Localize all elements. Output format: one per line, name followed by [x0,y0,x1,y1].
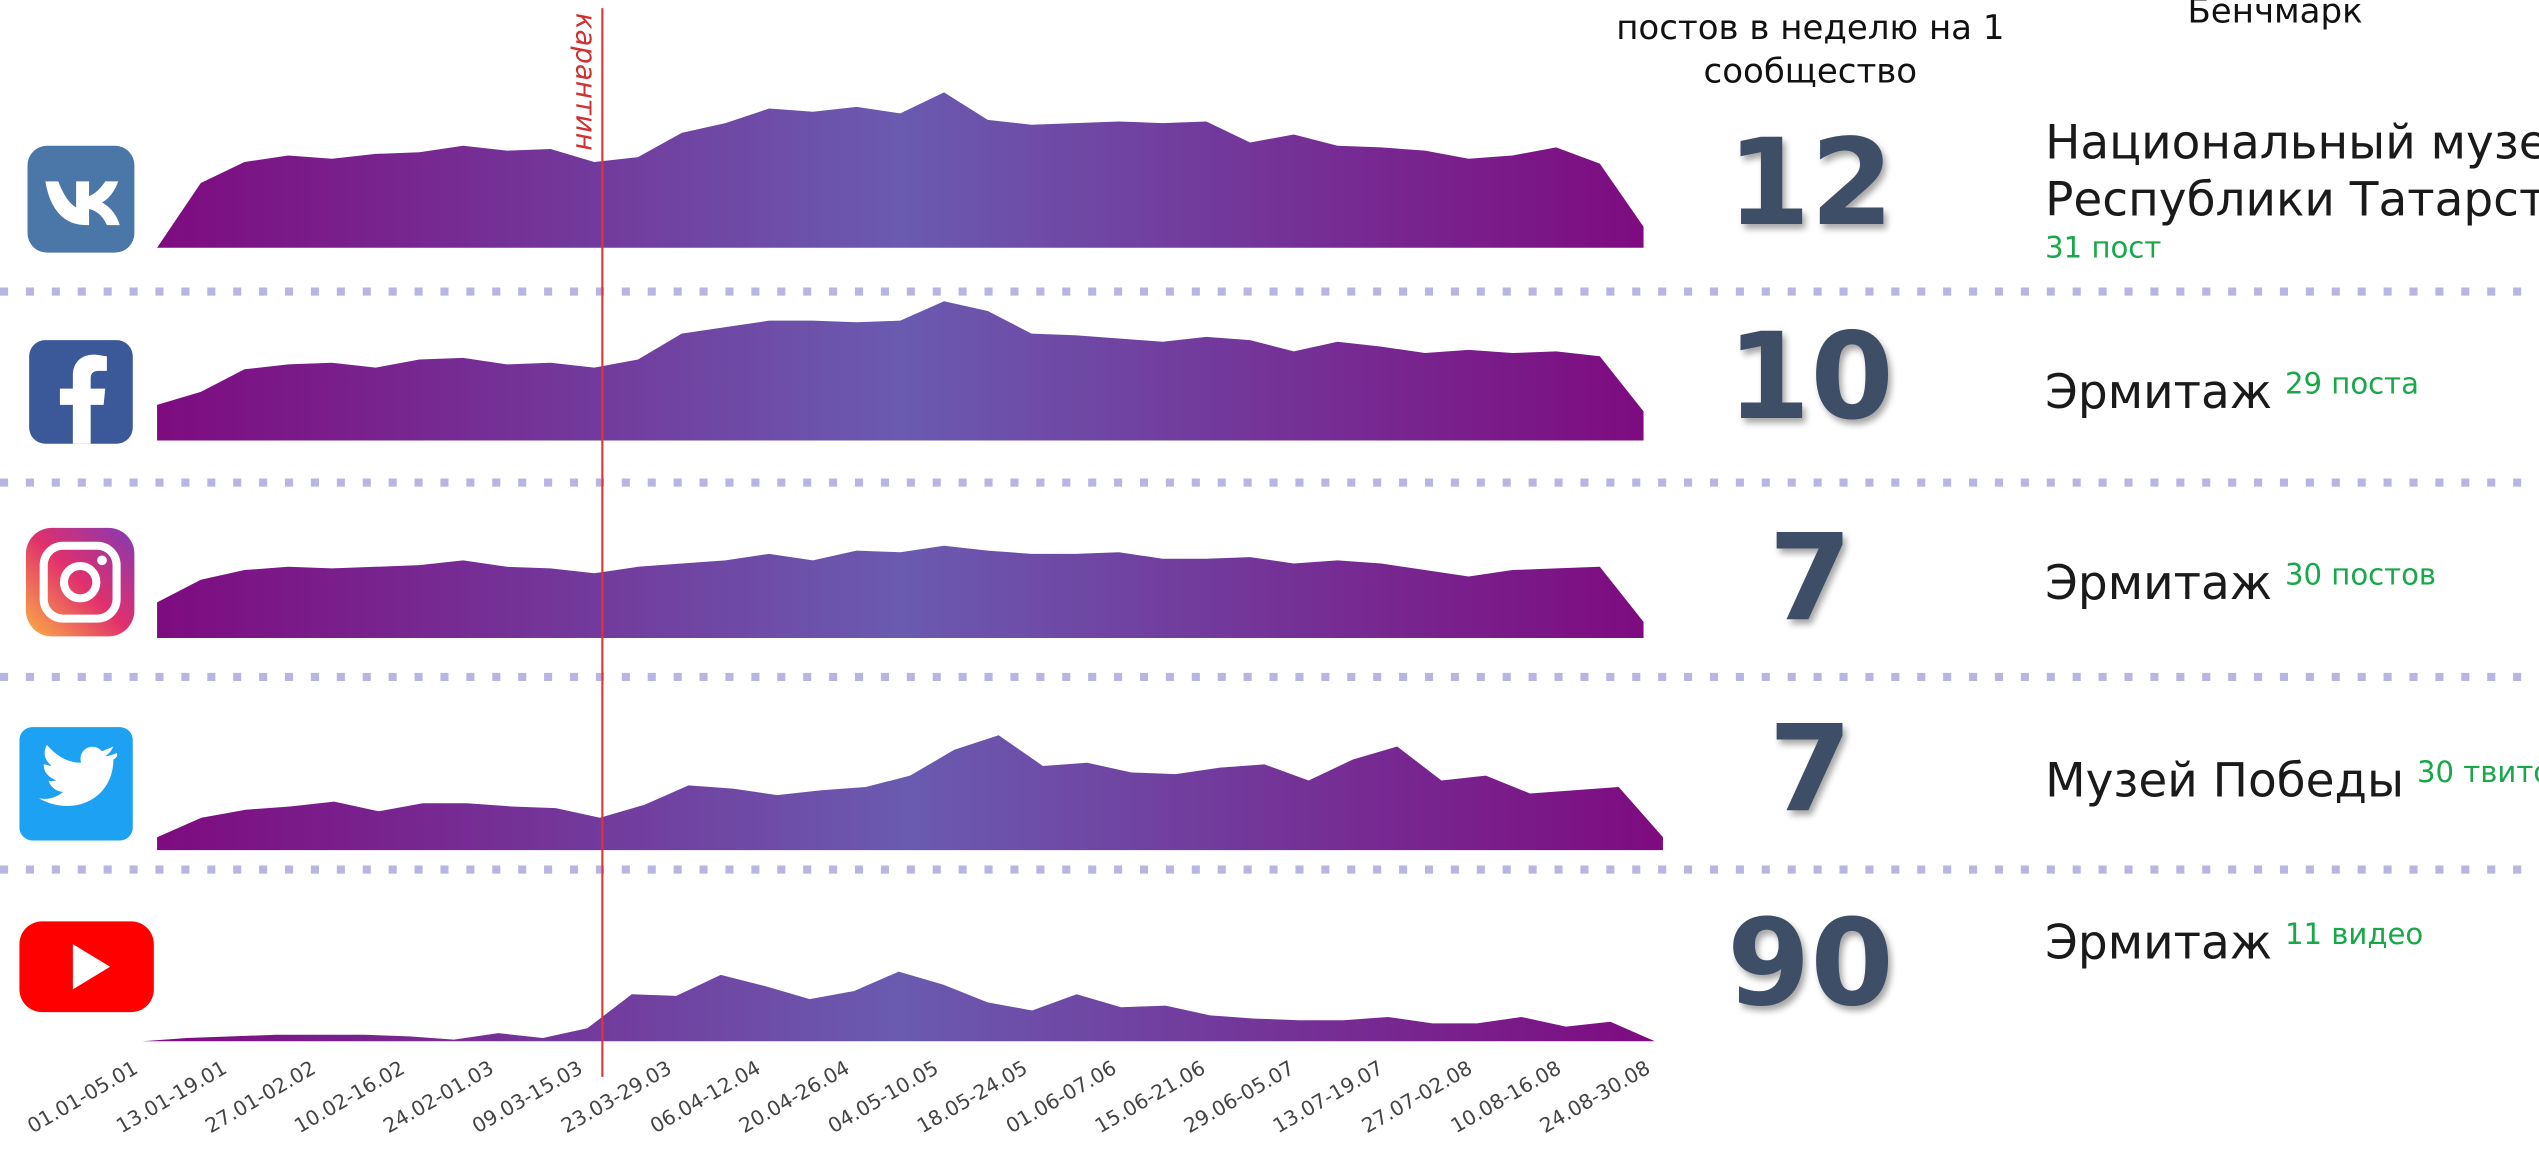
benchmark: Эрмитаж 29 поста [2045,365,2419,420]
benchmark: Эрмитаж 30 постов [2045,556,2436,611]
icons [19,145,154,1013]
benchmark-name: Национальный музей [2045,116,2539,171]
header-posts: сообщество [1704,52,1918,92]
area [142,971,1655,1042]
benchmark-count: 29 поста [2285,367,2419,401]
benchmark-count: 11 видео [2285,917,2423,951]
benchmark-name: Республики Татарстан [2045,172,2539,227]
posts-per-week: 7 [1769,509,1852,648]
header-benchmark: Бенчмарк [2187,0,2362,32]
quarantine-label: карантин [570,13,602,151]
benchmark-name: Эрмитаж [2045,916,2272,971]
benchmark-name: Музей Победы [2045,754,2404,809]
posts-per-week: 10 [1727,308,1894,447]
posts-per-week: 12 [1727,114,1894,253]
posts-per-week: 7 [1769,700,1852,839]
benchmark-count: 30 твитов [2417,755,2539,789]
facebook-icon [29,340,133,444]
instagram-icon [25,527,135,637]
youtube-icon [19,921,154,1013]
charts: 01.01-05.0113.01-19.0127.01-02.0210.02-1… [23,92,1663,1138]
benchmark-name: Эрмитаж [2045,556,2272,611]
separators [0,287,2539,874]
benchmark: Эрмитаж 11 видео [2045,916,2423,971]
area [157,92,1644,248]
area [157,735,1663,851]
benchmark-count: 31 пост [2045,231,2161,265]
benchmark: Музей Победы 30 твитов [2045,754,2539,809]
area [157,301,1644,441]
posts-per-week: 90 [1727,894,1894,1033]
area [157,545,1644,639]
vk-icon [27,145,135,253]
header-posts: постов в неделю на 1 [1616,8,2004,48]
benchmark-count: 30 постов [2285,558,2436,592]
twitter-icon [19,727,133,841]
benchmark-name: Эрмитаж [2045,365,2272,420]
